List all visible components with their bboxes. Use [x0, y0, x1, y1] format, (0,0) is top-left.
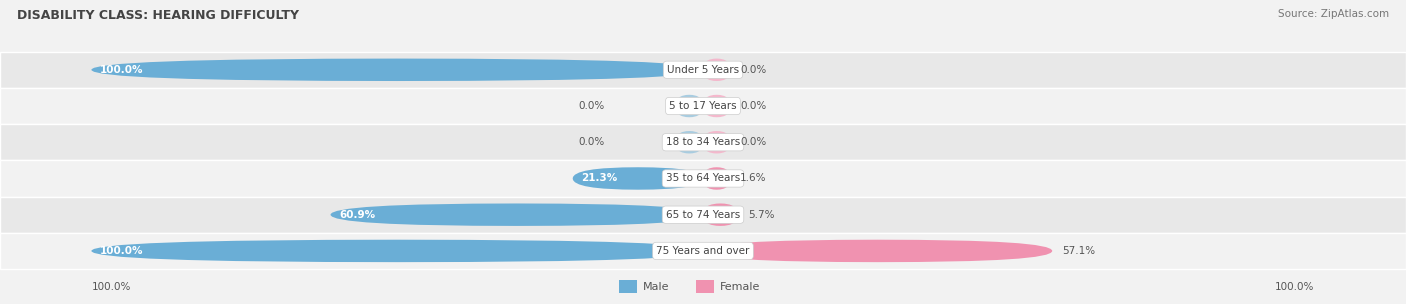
- FancyBboxPatch shape: [703, 167, 731, 190]
- Text: 35 to 64 Years: 35 to 64 Years: [666, 174, 740, 184]
- Text: 0.0%: 0.0%: [578, 137, 605, 147]
- Text: Under 5 Years: Under 5 Years: [666, 65, 740, 75]
- FancyBboxPatch shape: [703, 131, 731, 154]
- FancyBboxPatch shape: [330, 203, 703, 226]
- Text: 75 Years and over: 75 Years and over: [657, 246, 749, 256]
- Text: Source: ZipAtlas.com: Source: ZipAtlas.com: [1278, 9, 1389, 19]
- Text: 5.7%: 5.7%: [748, 210, 775, 220]
- Text: 5 to 17 Years: 5 to 17 Years: [669, 101, 737, 111]
- FancyBboxPatch shape: [703, 59, 731, 81]
- Text: 0.0%: 0.0%: [740, 137, 766, 147]
- Text: 0.0%: 0.0%: [578, 101, 605, 111]
- Text: Male: Male: [643, 282, 669, 292]
- Text: DISABILITY CLASS: HEARING DIFFICULTY: DISABILITY CLASS: HEARING DIFFICULTY: [17, 9, 299, 22]
- Text: 57.1%: 57.1%: [1062, 246, 1095, 256]
- FancyBboxPatch shape: [91, 240, 703, 262]
- Text: Female: Female: [720, 282, 761, 292]
- Text: 0.0%: 0.0%: [740, 65, 766, 75]
- FancyBboxPatch shape: [91, 59, 703, 81]
- Text: 18 to 34 Years: 18 to 34 Years: [666, 137, 740, 147]
- FancyBboxPatch shape: [703, 203, 738, 226]
- Text: 60.9%: 60.9%: [339, 210, 375, 220]
- Text: 100.0%: 100.0%: [91, 282, 131, 292]
- Text: 0.0%: 0.0%: [740, 101, 766, 111]
- Text: 100.0%: 100.0%: [1275, 282, 1315, 292]
- Text: 65 to 74 Years: 65 to 74 Years: [666, 210, 740, 220]
- FancyBboxPatch shape: [675, 131, 703, 154]
- Text: 100.0%: 100.0%: [100, 65, 143, 75]
- FancyBboxPatch shape: [703, 240, 1052, 262]
- FancyBboxPatch shape: [703, 95, 731, 117]
- Text: 100.0%: 100.0%: [100, 246, 143, 256]
- Text: 1.6%: 1.6%: [740, 174, 766, 184]
- Text: 21.3%: 21.3%: [581, 174, 617, 184]
- FancyBboxPatch shape: [572, 167, 703, 190]
- FancyBboxPatch shape: [675, 95, 703, 117]
